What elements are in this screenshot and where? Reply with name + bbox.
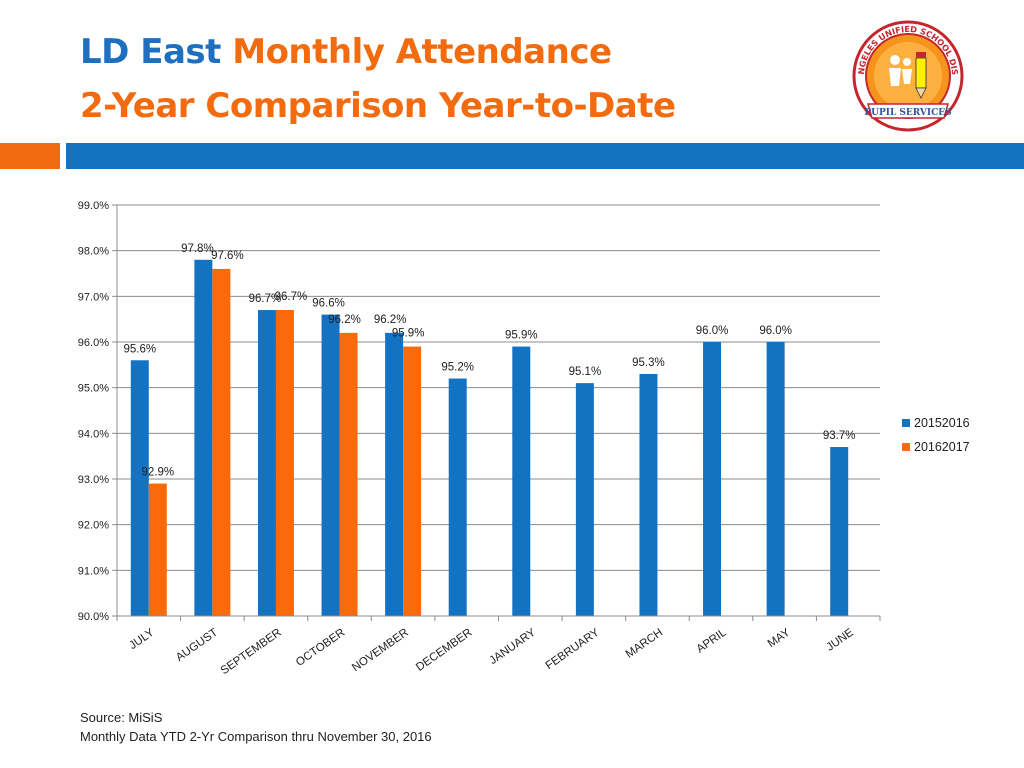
- bar-20152016-january: [512, 346, 531, 616]
- page-subtitle: 2-Year Comparison Year-to-Date: [80, 86, 676, 126]
- data-label: 97.6%: [211, 250, 244, 262]
- bar-20152016-june: [830, 447, 849, 616]
- x-tick-label-october: OCTOBER: [294, 627, 347, 669]
- comparison-note: Monthly Data YTD 2-Yr Comparison thru No…: [80, 729, 432, 744]
- x-tick-label-july: JULY: [127, 626, 156, 652]
- bar-20152016-october: [321, 314, 340, 616]
- y-tick-label: 91.0%: [78, 565, 109, 577]
- data-label: 96.2%: [328, 314, 361, 326]
- x-tick-label-april: APRIL: [695, 626, 730, 655]
- bar-20152016-april: [703, 342, 722, 616]
- page-title: LD East Monthly Attendance: [80, 32, 612, 72]
- data-label: 96.6%: [312, 298, 345, 310]
- data-label: 95.2%: [441, 362, 474, 374]
- bar-20152016-august: [194, 259, 213, 616]
- data-label: 96.2%: [374, 314, 407, 326]
- y-tick-label: 90.0%: [78, 611, 109, 623]
- bar-20152016-december: [448, 378, 467, 616]
- data-label: 96.7%: [249, 293, 282, 305]
- bar-20152016-march: [639, 373, 658, 616]
- bar-20152016-september: [257, 310, 276, 616]
- title-part-ld-east: LD East: [80, 32, 221, 72]
- data-label: 95.9%: [392, 328, 425, 340]
- x-tick-label-january: JANUARY: [487, 626, 538, 667]
- y-tick-label: 93.0%: [78, 474, 109, 486]
- x-tick-label-may: MAY: [766, 626, 793, 650]
- data-label: 97.8%: [181, 243, 214, 255]
- accent-bar-orange: [0, 143, 60, 169]
- x-tick-label-february: FEBRUARY: [544, 626, 602, 672]
- data-label: 95.3%: [632, 357, 665, 369]
- x-tick-label-december: DECEMBER: [414, 627, 474, 674]
- y-tick-label: 99.0%: [78, 200, 109, 212]
- data-label: 96.0%: [696, 325, 729, 337]
- data-label: 95.6%: [123, 343, 156, 355]
- data-label: 96.7%: [275, 291, 308, 303]
- x-tick-label-march: MARCH: [624, 627, 665, 661]
- x-tick-label-september: SEPTEMBER: [219, 627, 284, 678]
- bar-20152016-july: [130, 360, 149, 616]
- y-tick-label: 97.0%: [78, 291, 109, 303]
- data-labels: 95.6% 97.8% 96.7% 96.6% 96.2% 95.2% 95.9% 95.1%…: [123, 243, 855, 479]
- title-part-monthly-attendance: Monthly Attendance: [232, 32, 612, 72]
- x-tick-label-august: AUGUST: [174, 627, 220, 664]
- y-tick-label: 94.0%: [78, 428, 109, 440]
- bar-20152016-may: [766, 342, 785, 616]
- legend-swatch-20152016: [902, 419, 910, 427]
- attendance-bar-chart: 99.0% 98.0% 97.0% 96.0% 95.0% 94.0% 93.0% 92.0%…: [78, 200, 970, 678]
- bar-20162017-july: [148, 483, 167, 616]
- bar-20162017-august: [212, 268, 231, 616]
- bar-20162017-september: [275, 310, 294, 616]
- legend-label-20162017: 20162017: [914, 440, 970, 454]
- data-label: 95.9%: [505, 330, 538, 342]
- data-label: 92.9%: [141, 467, 174, 479]
- x-tick-label-november: NOVEMBER: [350, 627, 411, 675]
- bar-20162017-november: [403, 346, 422, 616]
- data-label: 95.1%: [569, 366, 602, 378]
- lausd-seal-logo: LOS ANGELES UNIFIED SCHOOL DISTRICT PUPI…: [852, 20, 964, 132]
- accent-bar-blue: [66, 143, 1024, 169]
- bar-20162017-october: [339, 332, 358, 616]
- data-label: 96.0%: [759, 325, 792, 337]
- bars: [130, 259, 849, 616]
- logo-banner-text: PUPIL SERVICES: [864, 108, 951, 118]
- bar-20152016-november: [385, 332, 404, 616]
- data-label: 93.7%: [823, 430, 856, 442]
- legend-label-20152016: 20152016: [914, 416, 970, 430]
- y-tick-label: 95.0%: [78, 383, 109, 395]
- legend: 20152016 20162017: [902, 416, 970, 454]
- source-note: Source: MiSiS: [80, 710, 163, 725]
- y-axis-ticks: 99.0% 98.0% 97.0% 96.0% 95.0% 94.0% 93.0% 92.0%…: [78, 200, 109, 623]
- y-tick-label: 98.0%: [78, 246, 109, 258]
- legend-swatch-20162017: [902, 443, 910, 451]
- y-tick-label: 92.0%: [78, 520, 109, 532]
- x-tick-label-june: JUNE: [824, 626, 856, 653]
- bar-20152016-february: [575, 383, 594, 616]
- y-tick-label: 96.0%: [78, 337, 109, 349]
